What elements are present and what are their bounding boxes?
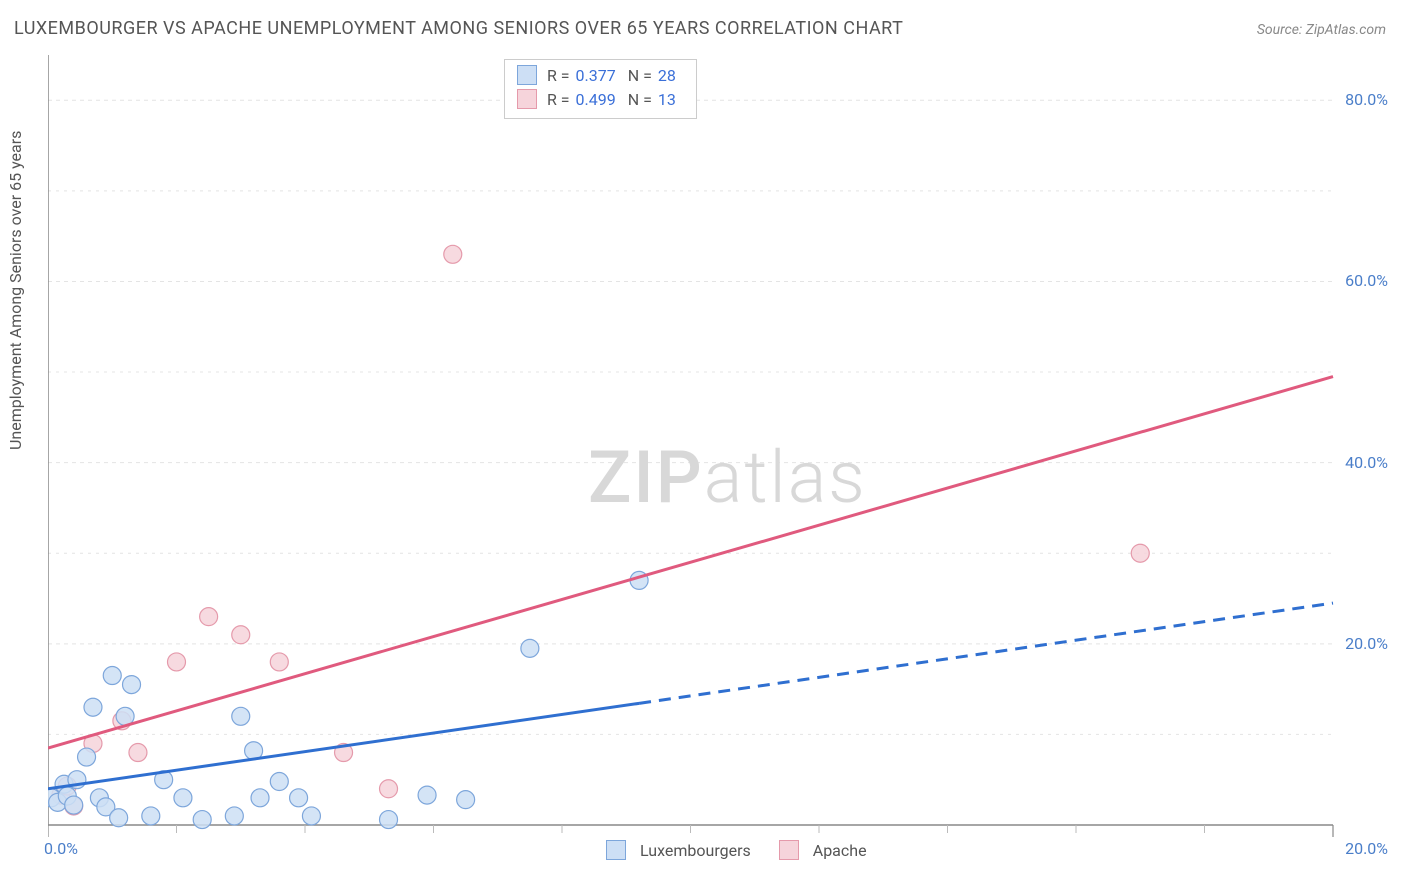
n-value-luxembourgers: 28 — [658, 66, 676, 85]
y-axis-label: Unemployment Among Seniors over 65 years — [6, 131, 25, 450]
legend-label-luxembourgers: Luxembourgers — [640, 841, 751, 860]
n-label: N = — [628, 90, 656, 109]
correlation-stats-box: R = 0.377 N = 28 R = 0.499 N = 13 — [504, 59, 697, 119]
swatch-luxembourgers — [517, 65, 537, 85]
legend-swatch-luxembourgers — [606, 840, 626, 860]
y-tick-label: 60.0% — [1345, 271, 1388, 290]
n-value-apache: 13 — [658, 90, 676, 109]
y-tick-label: 40.0% — [1345, 453, 1388, 472]
legend-item-luxembourgers: Luxembourgers — [606, 840, 751, 860]
stats-row-luxembourgers: R = 0.377 N = 28 — [517, 64, 684, 88]
r-value-apache: 0.499 — [576, 90, 616, 109]
r-label: R = — [547, 90, 574, 109]
legend-label-apache: Apache — [813, 841, 867, 860]
scatter-plot — [48, 55, 1388, 860]
n-label: N = — [628, 66, 656, 85]
x-tick-label: 20.0% — [1345, 839, 1388, 858]
source-attribution: Source: ZipAtlas.com — [1257, 22, 1386, 38]
r-value-luxembourgers: 0.377 — [576, 66, 616, 85]
y-tick-label: 80.0% — [1345, 90, 1388, 109]
legend-item-apache: Apache — [779, 840, 867, 860]
stats-row-apache: R = 0.499 N = 13 — [517, 88, 684, 112]
y-tick-label: 20.0% — [1345, 634, 1388, 653]
legend-swatch-apache — [779, 840, 799, 860]
chart-title: LUXEMBOURGER VS APACHE UNEMPLOYMENT AMON… — [14, 18, 903, 39]
r-label: R = — [547, 66, 574, 85]
legend: Luxembourgers Apache — [606, 840, 867, 860]
swatch-apache — [517, 89, 537, 109]
x-tick-label: 0.0% — [44, 839, 78, 858]
chart-area: ZIPatlas R = 0.377 N = 28 R = 0.499 N = … — [48, 55, 1388, 860]
